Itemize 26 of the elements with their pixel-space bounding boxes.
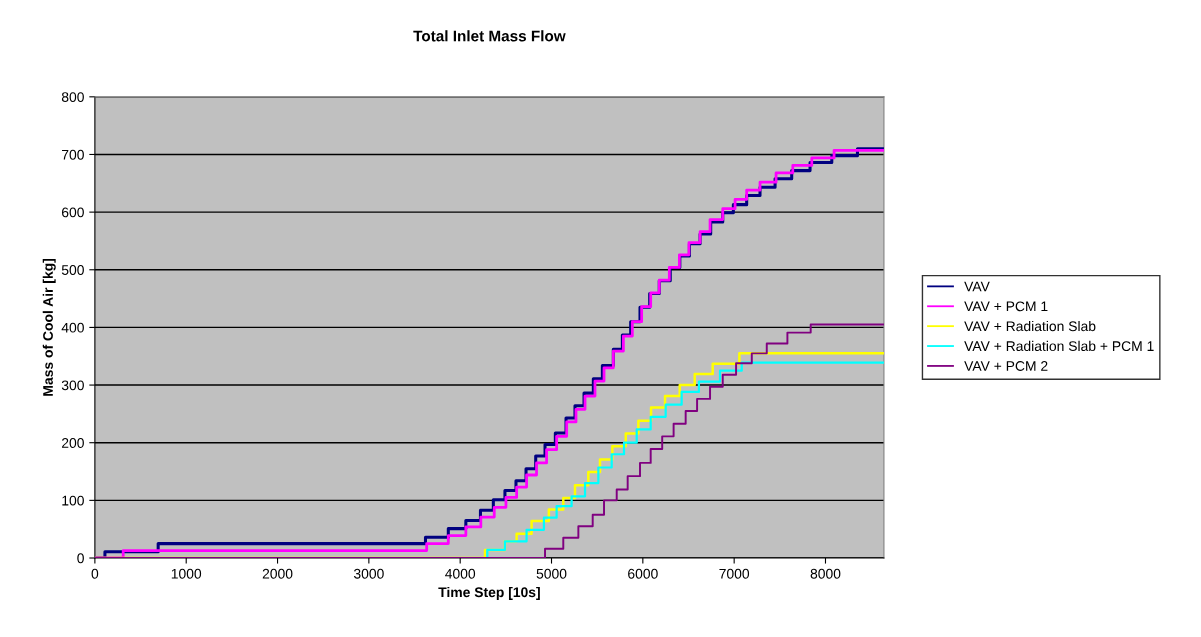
x-tick-label: 8000 <box>810 568 841 579</box>
x-tick-label: 3000 <box>353 568 384 579</box>
y-axis-title: Mass of Cool Air [kg] <box>42 259 56 396</box>
y-tick-label: 500 <box>61 265 84 275</box>
legend-label: VAV <box>964 281 990 292</box>
x-tick-label: 1000 <box>171 568 202 579</box>
y-tick-label: 800 <box>61 92 84 102</box>
chart-title: Total Inlet Mass Flow <box>413 30 566 42</box>
x-axis-title: Time Step [10s] <box>438 586 540 600</box>
y-tick-label: 600 <box>62 207 84 218</box>
y-tick-label: 100 <box>62 495 84 506</box>
y-tick-label: 200 <box>61 438 84 448</box>
y-tick-label: 0 <box>77 553 84 564</box>
x-tick-label: 6000 <box>628 568 658 579</box>
x-tick-label: 0 <box>91 568 99 579</box>
y-tick-label: 700 <box>62 149 84 160</box>
legend-label: VAV + Radiation Slab <box>964 320 1096 332</box>
x-tick-label: 2000 <box>262 568 293 579</box>
x-tick-label: 5000 <box>536 568 567 579</box>
y-tick-label: 300 <box>61 380 84 391</box>
legend-label: VAV + PCM 1 <box>964 301 1048 312</box>
legend-label: VAV + Radiation Slab + PCM 1 <box>964 340 1154 352</box>
x-tick-label: 4000 <box>445 568 476 579</box>
legend-label: VAV + PCM 2 <box>964 361 1048 371</box>
y-tick-label: 400 <box>61 322 84 333</box>
x-tick-label: 7000 <box>719 568 750 579</box>
